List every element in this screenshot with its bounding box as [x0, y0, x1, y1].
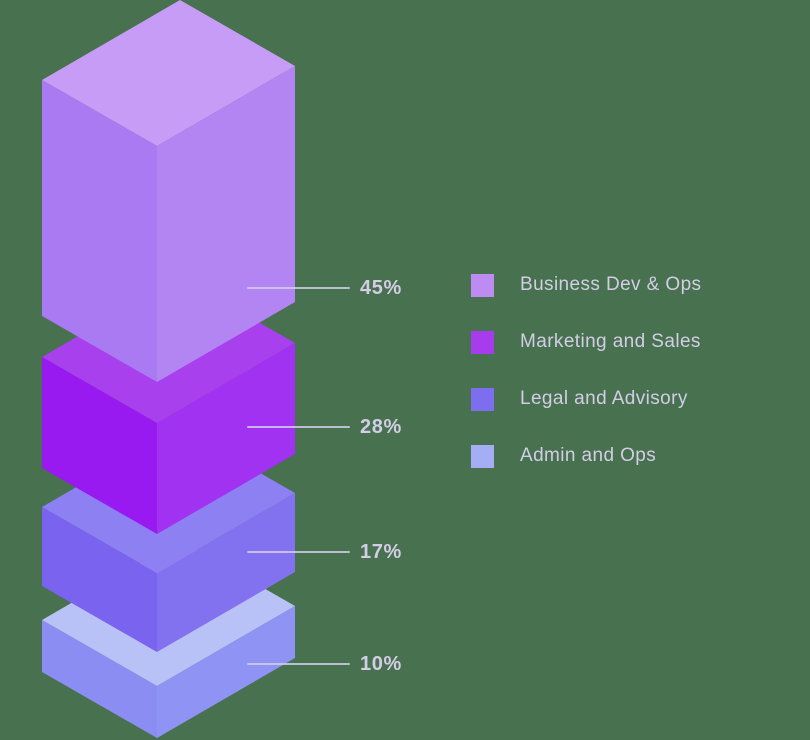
percent-label-10: 10%: [360, 653, 402, 675]
callout-line-10: [247, 663, 350, 665]
bar-28pct-right-face: [157, 343, 295, 534]
bar-45pct-right-face: [157, 66, 295, 382]
legend-item-business-dev-ops: Business Dev & Ops: [471, 273, 701, 297]
percent-label-28: 28%: [360, 416, 402, 438]
bar-28pct-left-face: [42, 357, 157, 534]
legend-label-admin-and-ops: Admin and Ops: [520, 445, 657, 466]
callout-line-17: [247, 551, 350, 553]
legend-item-marketing-and-sales: Marketing and Sales: [471, 330, 701, 354]
bar-10pct-right-face: [157, 606, 295, 738]
legend: Business Dev & Ops Marketing and Sales L…: [471, 273, 701, 468]
legend-label-legal-and-advisory: Legal and Advisory: [520, 388, 688, 409]
legend-swatch-admin-and-ops: [471, 444, 494, 468]
percent-label-45: 45%: [360, 277, 402, 299]
bar-10pct-left-face: [42, 620, 157, 738]
percent-label-17: 17%: [360, 541, 402, 563]
bar-17pct-left-face: [42, 507, 157, 652]
legend-item-admin-and-ops: Admin and Ops: [471, 444, 701, 468]
callout-line-45: [247, 287, 350, 289]
legend-label-business-dev-ops: Business Dev & Ops: [520, 274, 702, 295]
legend-swatch-marketing-and-sales: [471, 330, 494, 354]
legend-swatch-business-dev-ops: [471, 273, 494, 297]
legend-label-marketing-and-sales: Marketing and Sales: [520, 331, 701, 352]
bar-17pct-right-face: [157, 493, 295, 652]
callout-line-28: [247, 426, 350, 428]
legend-swatch-legal-and-advisory: [471, 387, 494, 411]
legend-item-legal-and-advisory: Legal and Advisory: [471, 387, 701, 411]
bar-45pct-top-face: [42, 0, 295, 146]
bar-45pct-left-face: [42, 80, 157, 382]
